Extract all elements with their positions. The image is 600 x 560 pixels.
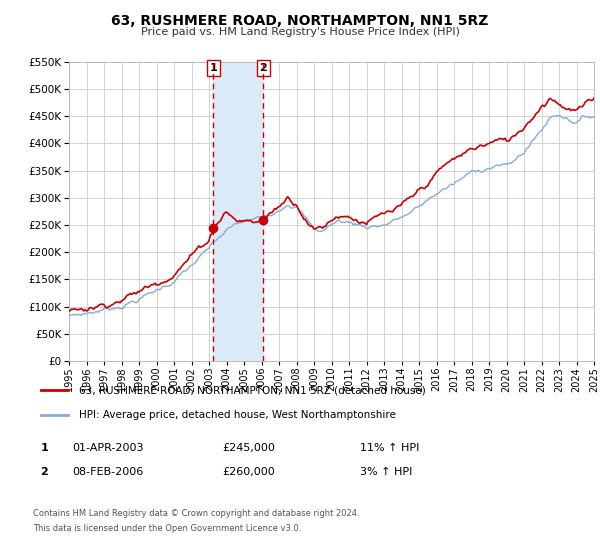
Text: 01-APR-2003: 01-APR-2003 — [72, 443, 143, 453]
Text: 11% ↑ HPI: 11% ↑ HPI — [360, 443, 419, 453]
Text: £245,000: £245,000 — [222, 443, 275, 453]
Text: Price paid vs. HM Land Registry's House Price Index (HPI): Price paid vs. HM Land Registry's House … — [140, 27, 460, 37]
Text: 08-FEB-2006: 08-FEB-2006 — [72, 466, 143, 477]
Text: £260,000: £260,000 — [222, 466, 275, 477]
Text: 3% ↑ HPI: 3% ↑ HPI — [360, 466, 412, 477]
Text: 2: 2 — [41, 466, 48, 477]
Bar — [214, 62, 263, 361]
Text: This data is licensed under the Open Government Licence v3.0.: This data is licensed under the Open Gov… — [33, 524, 301, 533]
Text: 1: 1 — [41, 443, 48, 453]
Text: 2: 2 — [259, 63, 267, 73]
Text: HPI: Average price, detached house, West Northamptonshire: HPI: Average price, detached house, West… — [79, 410, 395, 420]
Text: 1: 1 — [209, 63, 217, 73]
Text: Contains HM Land Registry data © Crown copyright and database right 2024.: Contains HM Land Registry data © Crown c… — [33, 509, 359, 518]
Text: 63, RUSHMERE ROAD, NORTHAMPTON, NN1 5RZ (detached house): 63, RUSHMERE ROAD, NORTHAMPTON, NN1 5RZ … — [79, 385, 425, 395]
Text: 63, RUSHMERE ROAD, NORTHAMPTON, NN1 5RZ: 63, RUSHMERE ROAD, NORTHAMPTON, NN1 5RZ — [112, 14, 488, 28]
